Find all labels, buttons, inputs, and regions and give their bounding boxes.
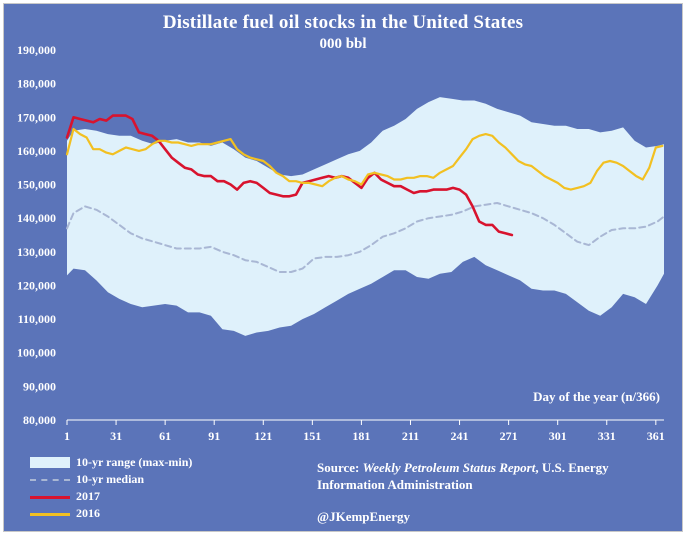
legend-label-median: 10-yr median	[76, 472, 145, 486]
legend: 10-yr range (max-min) 10-yr median 2017 …	[30, 454, 192, 522]
source-report: Weekly Petroleum Status Report	[362, 460, 536, 475]
credit: @JKempEnergy	[317, 509, 410, 524]
legend-label-2017: 2017	[76, 489, 100, 503]
y-tick-label: 130,000	[17, 245, 56, 259]
y-tick-label: 110,000	[18, 312, 56, 326]
legend-item-range: 10-yr range (max-min)	[30, 454, 192, 471]
median-line	[66, 202, 665, 273]
chart-subtitle: 000 bbl	[319, 36, 367, 52]
legend-label-2016: 2016	[76, 506, 100, 520]
series-2017-line	[65, 114, 514, 237]
x-tick-label: 271	[500, 429, 518, 443]
y-tick-label: 80,000	[23, 413, 56, 427]
legend-item-2017: 2017	[30, 488, 192, 505]
source-suffix: , U.S. Energy Information Administration	[317, 460, 609, 492]
y-tick-label: 150,000	[17, 178, 56, 192]
legend-swatch-median	[30, 474, 70, 486]
legend-item-2016: 2016	[30, 505, 192, 522]
legend-swatch-range	[30, 456, 70, 469]
y-tick-label: 120,000	[17, 279, 56, 293]
plot-area: 80,000 90,000 100,000 110,000 120,000 130,000…	[17, 43, 665, 443]
x-tick-label: 91	[208, 429, 220, 443]
legend-swatch-2016	[30, 508, 70, 520]
x-tick-label: 211	[402, 429, 419, 443]
x-tick-label: 31	[110, 429, 122, 443]
source-note: Source: Weekly Petroleum Status Report, …	[317, 459, 677, 493]
x-tick-label: 181	[352, 429, 370, 443]
source-prefix: Source:	[317, 460, 363, 475]
chart-frame: Distillate fuel oil stocks in the United…	[3, 3, 683, 532]
series-2016-line	[65, 127, 664, 191]
legend-item-median: 10-yr median	[30, 471, 192, 488]
x-tick-label: 301	[549, 429, 567, 443]
x-tick-label: 361	[647, 429, 665, 443]
y-tick-label: 160,000	[17, 144, 56, 158]
y-tick-label: 180,000	[17, 77, 56, 91]
y-tick-label: 100,000	[17, 346, 56, 360]
x-tick-label: 151	[303, 429, 321, 443]
y-tick-label: 170,000	[17, 110, 56, 124]
legend-label-range: 10-yr range (max-min)	[76, 455, 193, 469]
chart-title: Distillate fuel oil stocks in the United…	[162, 12, 524, 33]
x-tick-label: 121	[254, 429, 272, 443]
y-tick-label: 140,000	[17, 211, 56, 225]
y-tick-label: 90,000	[23, 379, 56, 393]
y-tick-label: 190,000	[17, 43, 56, 57]
range-band	[67, 97, 664, 336]
x-tick-label: 61	[159, 429, 171, 443]
x-tick-label: 241	[451, 429, 469, 443]
x-axis-label: Day of the year (n/366)	[533, 389, 660, 404]
legend-swatch-2017	[30, 491, 70, 503]
x-tick-label: 331	[598, 429, 616, 443]
x-tick-label: 1	[64, 429, 70, 443]
